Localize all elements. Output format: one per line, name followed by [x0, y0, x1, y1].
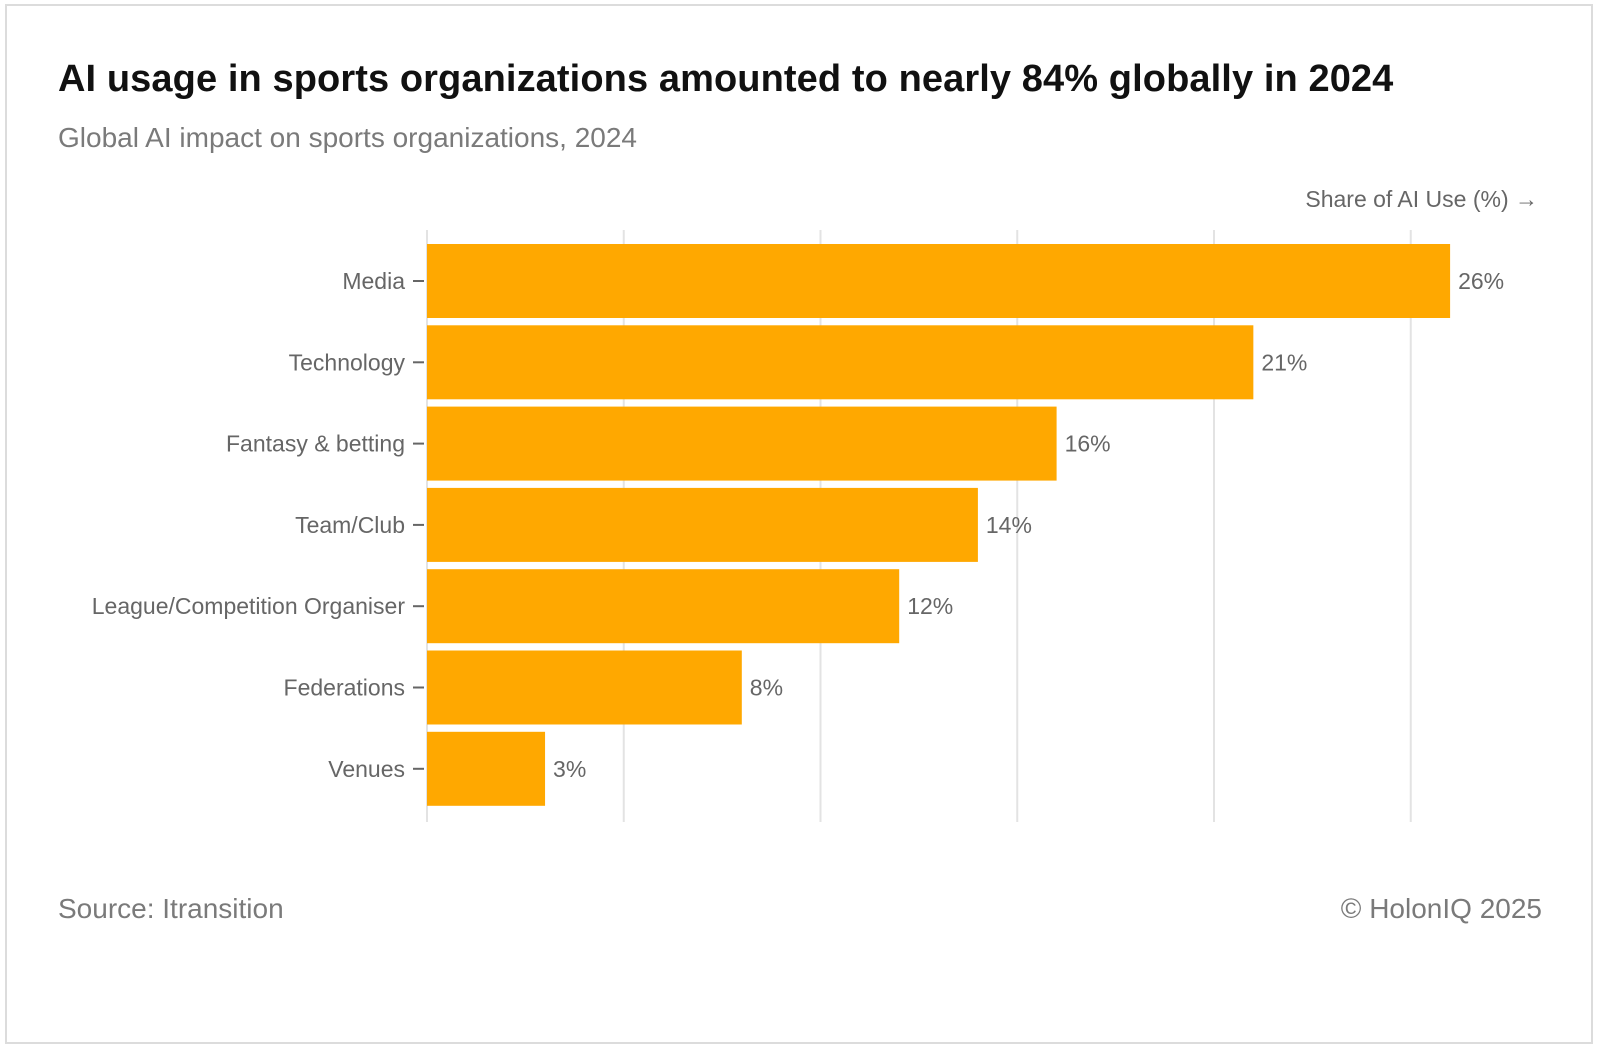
bar: [427, 487, 978, 562]
category-label: Media: [342, 268, 405, 294]
labels: Media 26% Technology 21% Fantasy & betting 16…: [92, 268, 1504, 782]
value-label: 26%: [1458, 268, 1504, 294]
chart-title: AI usage in sports organizations amounte…: [58, 58, 1394, 100]
value-label: 12%: [907, 593, 953, 619]
bar: [427, 406, 1057, 481]
copyright-note: © HolonIQ 2025: [1340, 893, 1542, 924]
bar: [427, 325, 1254, 400]
bars: [427, 244, 1451, 806]
category-label: Fantasy & betting: [226, 431, 405, 457]
x-axis-label: Share of AI Use (%) →: [1305, 186, 1538, 212]
bar: [427, 244, 1451, 318]
category-label: Technology: [289, 349, 406, 375]
value-label: 3%: [553, 756, 586, 782]
chart-subtitle: Global AI impact on sports organizations…: [58, 122, 638, 153]
category-label: Federations: [284, 675, 405, 701]
category-label: League/Competition Organiser: [92, 593, 406, 619]
source-note: Source: Itransition: [58, 893, 284, 924]
category-label: Venues: [328, 756, 405, 782]
category-label: Team/Club: [295, 512, 405, 538]
value-label: 8%: [750, 675, 783, 701]
bar: [427, 650, 742, 725]
value-label: 16%: [1065, 431, 1111, 457]
value-label: 14%: [986, 512, 1032, 538]
bar: [427, 731, 546, 806]
value-label: 21%: [1261, 349, 1307, 375]
bar: [427, 569, 900, 644]
